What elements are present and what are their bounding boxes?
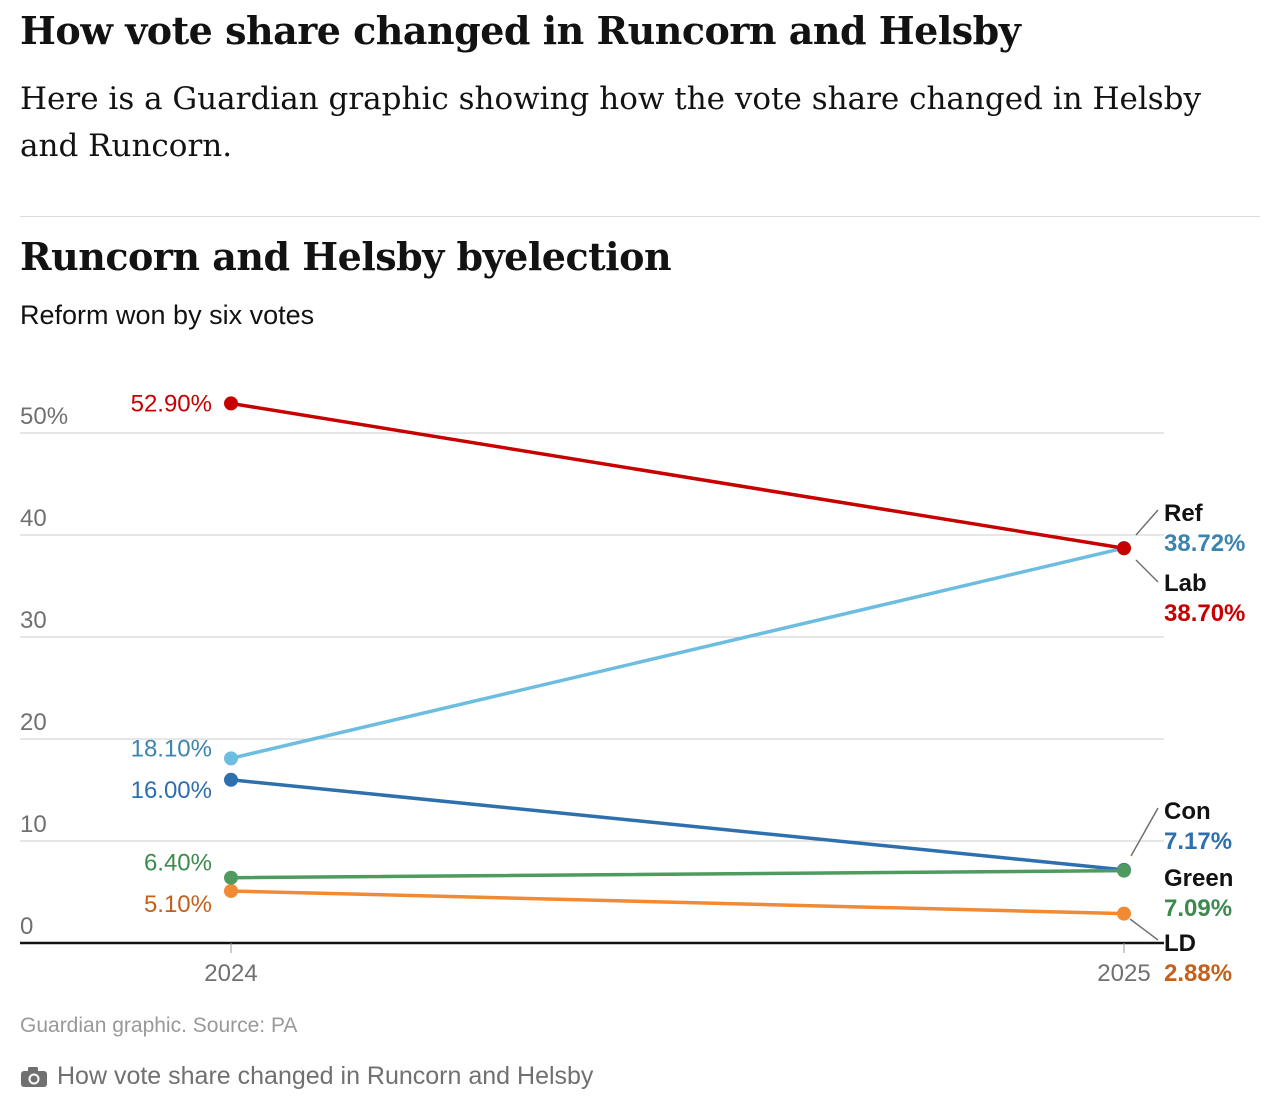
data-point-ld-2024 — [224, 883, 238, 898]
chart-subtitle: Reform won by six votes — [20, 300, 315, 330]
series-line-ref — [229, 546, 1126, 761]
leader-line-ref — [1135, 509, 1159, 536]
end-series-name-ld: LD — [1164, 930, 1196, 957]
y-tick-label-30: 30 — [20, 607, 47, 634]
caption-text: How vote share changed in Runcorn and He… — [57, 1062, 594, 1090]
intro-text: Here is a Guardian graphic showing how t… — [20, 81, 1202, 164]
x-tick-label-2024: 2024 — [204, 960, 257, 987]
figure-caption: How vote share changed in Runcorn and He… — [20, 1062, 593, 1091]
source-note: Guardian graphic. Source: PA — [20, 1014, 298, 1037]
start-label-ref: 18.10% — [131, 735, 212, 762]
x-tick-label-2025: 2025 — [1097, 960, 1150, 987]
y-tick-label-40: 40 — [20, 505, 47, 532]
leader-line-con — [1130, 807, 1159, 857]
start-label-con: 16.00% — [131, 777, 212, 804]
chart-title: Runcorn and Helsby byelection — [20, 234, 672, 279]
series-line-con — [229, 778, 1126, 872]
series-line-ld — [229, 889, 1126, 916]
leader-line-lab — [1135, 559, 1159, 583]
headline: How vote share changed in Runcorn and He… — [20, 8, 1021, 53]
y-tick-label-50: 50% — [20, 403, 68, 430]
data-point-green-2025 — [1117, 863, 1131, 878]
start-label-ld: 5.10% — [144, 891, 212, 918]
end-series-name-lab: Lab — [1164, 570, 1207, 597]
y-tick-label-10: 10 — [20, 811, 47, 838]
data-point-ld-2025 — [1117, 906, 1131, 921]
y-tick-label-20: 20 — [20, 709, 47, 736]
end-series-name-ref: Ref — [1164, 500, 1204, 527]
data-point-lab-2024 — [224, 396, 238, 411]
series-line-lab — [229, 401, 1126, 551]
end-label-ld: 2.88% — [1164, 960, 1232, 987]
start-label-lab: 52.90% — [131, 390, 212, 417]
data-point-green-2024 — [224, 870, 238, 885]
end-series-name-con: Con — [1164, 798, 1211, 825]
divider — [20, 216, 1260, 217]
series-line-green — [229, 868, 1126, 880]
end-label-lab: 38.70% — [1164, 600, 1245, 627]
camera-icon — [20, 1066, 48, 1088]
data-point-con-2024 — [224, 772, 238, 787]
end-series-name-green: Green — [1164, 865, 1233, 892]
end-label-ref: 38.72% — [1164, 530, 1245, 557]
leader-line-ld — [1129, 918, 1159, 941]
start-label-green: 6.40% — [144, 850, 212, 877]
y-tick-label-0: 0 — [20, 913, 33, 940]
data-point-ref-2024 — [224, 751, 238, 766]
data-point-lab-2025 — [1117, 541, 1131, 556]
end-label-con: 7.17% — [1164, 828, 1232, 855]
end-label-green: 7.09% — [1164, 895, 1232, 922]
